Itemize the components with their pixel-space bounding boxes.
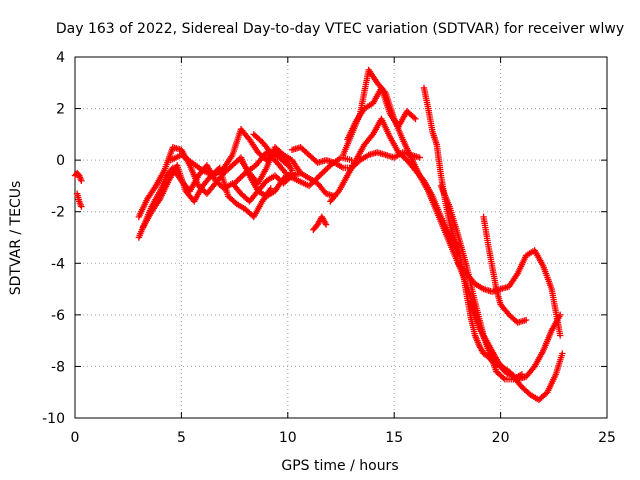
data-point — [316, 172, 323, 179]
data-point — [235, 175, 243, 183]
series-arc-16 — [437, 182, 564, 383]
chart-title: Day 163 of 2022, Sidereal Day-to-day VTE… — [56, 21, 624, 37]
axis-ticks — [74, 56, 608, 419]
series-arc-19 — [480, 213, 530, 326]
series-arc-13 — [339, 66, 526, 383]
series-arc-11 — [310, 213, 330, 233]
series-arc-8 — [237, 144, 296, 187]
grid — [75, 57, 607, 418]
y-tick-label: -6 — [51, 308, 65, 324]
x-tick-label: 15 — [385, 430, 403, 446]
y-tick-label: 4 — [56, 50, 65, 66]
y-tick-label: -10 — [42, 411, 65, 427]
y-tick-label: -2 — [51, 205, 65, 221]
data-point — [556, 332, 564, 339]
data-point — [500, 374, 507, 382]
data-point — [412, 115, 419, 123]
data-point — [522, 316, 530, 324]
series-arc-1 — [71, 169, 85, 184]
data-point — [319, 169, 326, 176]
tick-labels: 0 5 10 15 20 25 -10 -8 -6 -4 -2 0 2 4 — [42, 50, 616, 446]
data-point — [237, 174, 244, 181]
data-point — [410, 114, 418, 121]
x-tick-label: 10 — [279, 430, 297, 446]
series-arc-15 — [420, 84, 513, 378]
x-axis-label: GPS time / hours — [281, 458, 398, 474]
series-arc-14 — [344, 84, 419, 143]
data-point — [78, 177, 85, 184]
series-arc-5 — [139, 162, 274, 231]
series-arc-2 — [73, 190, 85, 210]
data-point — [283, 160, 290, 168]
y-axis-label: SDTVAR / TECUs — [8, 181, 24, 296]
series-arc-18 — [467, 298, 566, 404]
y-tick-label: 2 — [56, 102, 65, 118]
data-point — [239, 172, 246, 180]
data-point — [78, 203, 85, 210]
data-point — [321, 167, 328, 175]
data-point — [284, 162, 291, 169]
data-point — [416, 154, 423, 161]
series-arc-9 — [250, 131, 291, 169]
plot-frame — [74, 56, 608, 419]
data-point — [324, 165, 331, 172]
data-point — [288, 167, 296, 174]
x-tick-label: 5 — [177, 430, 186, 446]
data-point — [234, 177, 241, 184]
x-tick-label: 0 — [71, 430, 80, 446]
y-tick-label: -8 — [51, 359, 65, 375]
data-point — [322, 166, 329, 173]
data-point — [267, 185, 274, 192]
y-tick-label: -4 — [51, 256, 65, 272]
series-arc-17 — [454, 247, 564, 339]
x-tick-label: 20 — [492, 430, 510, 446]
data-point — [318, 170, 325, 178]
x-tick-label: 25 — [598, 430, 616, 446]
data-point — [559, 350, 566, 357]
data-point — [322, 221, 330, 228]
data-points — [71, 66, 566, 404]
y-tick-label: 0 — [56, 153, 65, 169]
data-point — [297, 169, 304, 177]
